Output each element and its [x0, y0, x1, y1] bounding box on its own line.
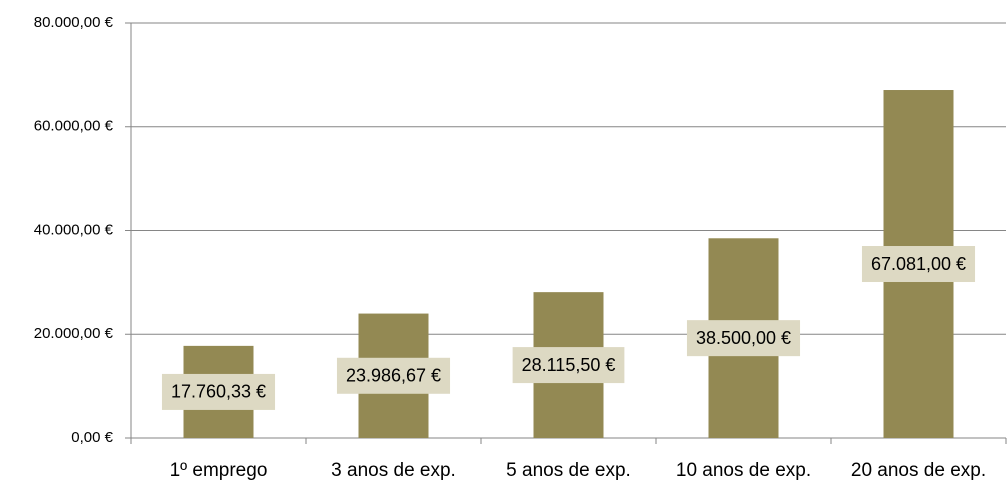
data-label-box [686, 320, 801, 357]
data-label-box [161, 373, 276, 410]
y-tick-label: 20.000,00 € [34, 325, 114, 342]
x-tick-label: 20 anos de exp. [851, 460, 986, 481]
data-label: 17.760,33 € [171, 382, 266, 402]
data-label-box [861, 246, 976, 283]
y-tick-label: 80.000,00 € [34, 14, 114, 31]
x-tick-label: 1º emprego [170, 460, 268, 481]
data-label: 23.986,67 € [346, 366, 441, 386]
data-label-box [512, 347, 625, 384]
data-label: 67.081,00 € [871, 254, 966, 274]
data-label: 28.115,50 € [522, 355, 616, 375]
data-label-box [336, 357, 451, 394]
y-tick-label: 40.000,00 € [34, 221, 114, 238]
x-tick-label: 5 anos de exp. [506, 460, 631, 481]
data-label: 38.500,00 € [696, 328, 791, 348]
x-tick-label: 10 anos de exp. [676, 460, 811, 481]
y-tick-label: 60.000,00 € [34, 118, 114, 135]
x-tick-label: 3 anos de exp. [331, 460, 456, 481]
y-tick-label: 0,00 € [71, 429, 113, 446]
